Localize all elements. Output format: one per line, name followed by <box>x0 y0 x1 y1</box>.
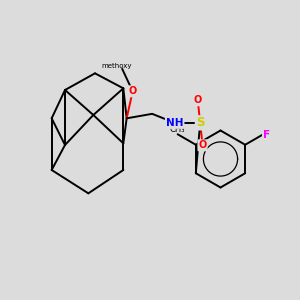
Text: F: F <box>263 130 270 140</box>
Text: CH₃: CH₃ <box>170 125 185 134</box>
Text: O: O <box>194 95 202 105</box>
Text: methoxy: methoxy <box>101 63 131 69</box>
Text: S: S <box>196 116 204 129</box>
Text: NH: NH <box>166 118 183 128</box>
Text: O: O <box>198 140 207 150</box>
Text: O: O <box>128 86 137 96</box>
